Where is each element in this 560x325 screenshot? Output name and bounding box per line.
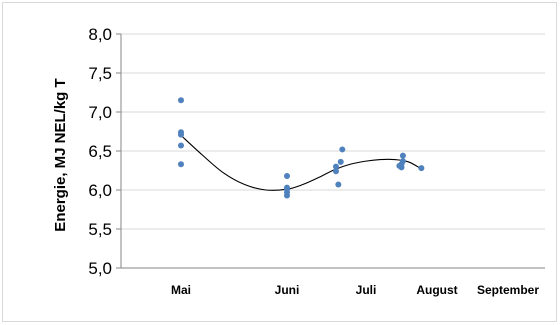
data-point bbox=[398, 164, 405, 171]
trendline-group bbox=[180, 134, 422, 191]
y-axis-label: Energie, MJ NEL/kg T bbox=[52, 78, 69, 231]
x-tick-label: September bbox=[477, 283, 539, 297]
data-point bbox=[337, 158, 344, 165]
data-point bbox=[335, 181, 342, 188]
x-tick-label: Juli bbox=[356, 283, 377, 297]
chart-frame bbox=[2, 2, 557, 322]
y-tick-label: 7,5 bbox=[88, 64, 112, 83]
data-point bbox=[178, 131, 184, 138]
x-tick-label: August bbox=[416, 283, 457, 297]
axes bbox=[116, 33, 545, 269]
y-tick-labels: 5,0 5,5 6,0 6,5 7,0 7,5 8,0 bbox=[88, 25, 112, 278]
data-point bbox=[178, 97, 184, 104]
data-point bbox=[284, 172, 290, 179]
data-point bbox=[399, 152, 406, 159]
data-point bbox=[332, 168, 339, 175]
data-points bbox=[178, 97, 425, 199]
y-tick-label: 7,0 bbox=[88, 103, 112, 122]
x-tick-label: Juni bbox=[275, 283, 300, 297]
data-point bbox=[339, 146, 346, 153]
y-tick-label: 5,5 bbox=[88, 220, 112, 239]
x-tick-labels: Mai Juni Juli August September bbox=[171, 283, 539, 297]
y-tick-label: 8,0 bbox=[88, 25, 112, 44]
y-tick-label: 5,0 bbox=[88, 259, 112, 278]
trendline bbox=[180, 134, 422, 191]
data-point bbox=[178, 142, 184, 149]
data-point bbox=[284, 192, 290, 199]
y-tick-label: 6,0 bbox=[88, 181, 112, 200]
x-tick-label: Mai bbox=[171, 283, 191, 297]
y-tick-label: 6,5 bbox=[88, 142, 112, 161]
data-point bbox=[332, 163, 339, 170]
gridlines bbox=[121, 33, 545, 230]
data-point bbox=[418, 165, 425, 172]
data-point bbox=[178, 161, 184, 168]
